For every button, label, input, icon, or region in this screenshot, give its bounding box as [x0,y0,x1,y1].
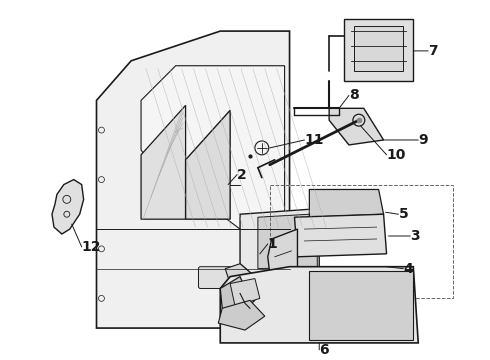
Polygon shape [186,110,230,219]
Polygon shape [230,279,260,306]
Polygon shape [141,66,285,229]
Polygon shape [258,214,317,269]
Polygon shape [218,300,265,330]
Text: 3: 3 [410,229,420,243]
Text: 7: 7 [428,44,438,58]
Polygon shape [220,267,418,343]
Text: 1: 1 [268,237,277,251]
Polygon shape [329,108,384,145]
Polygon shape [225,264,255,293]
Polygon shape [294,214,387,257]
Text: 6: 6 [319,343,329,357]
FancyBboxPatch shape [198,267,252,288]
Bar [270,185,453,298]
Polygon shape [220,276,255,313]
Text: 11: 11 [304,133,324,147]
Polygon shape [309,189,384,217]
Text: 2: 2 [237,168,247,182]
Polygon shape [141,105,186,219]
Polygon shape [52,180,84,234]
Polygon shape [344,19,413,81]
Text: 5: 5 [398,207,408,221]
Text: 8: 8 [349,89,359,103]
Polygon shape [309,271,413,340]
Polygon shape [97,31,290,328]
Polygon shape [240,209,319,276]
Polygon shape [283,267,307,287]
Bar [354,26,403,71]
Text: 10: 10 [387,148,406,162]
Polygon shape [268,229,297,284]
Text: 4: 4 [403,262,413,276]
Text: 12: 12 [82,240,101,254]
Text: 9: 9 [418,133,428,147]
